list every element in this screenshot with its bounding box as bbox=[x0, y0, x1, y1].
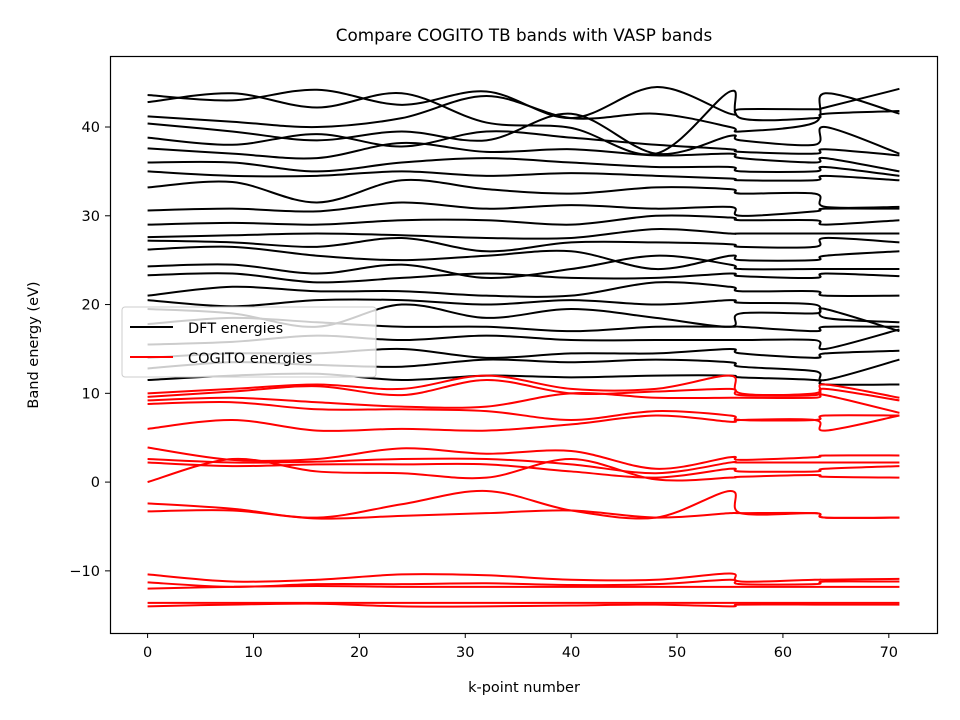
dft-band-line-15 bbox=[147, 272, 900, 284]
dft-band-line-11 bbox=[147, 228, 900, 240]
x-tick-label: 70 bbox=[880, 645, 898, 661]
cogito-band-line-7 bbox=[147, 461, 900, 479]
x-tick-label: 20 bbox=[350, 645, 368, 661]
chart-title: Compare COGITO TB bands with VASP bands bbox=[336, 25, 712, 45]
y-tick-label: 0 bbox=[91, 475, 100, 491]
dft-band-line-5 bbox=[147, 141, 900, 173]
cogito-band-line-12 bbox=[147, 578, 900, 588]
x-axis-label: k-point number bbox=[468, 680, 580, 696]
cogito-band-line-15 bbox=[147, 602, 900, 608]
cogito-band-line-8 bbox=[147, 457, 900, 484]
dft-band-line-2 bbox=[147, 92, 900, 133]
y-tick-label: 40 bbox=[82, 120, 100, 136]
x-tick-label: 40 bbox=[562, 645, 580, 661]
x-tick-label: 60 bbox=[774, 645, 792, 661]
dft-band-line-6 bbox=[147, 157, 900, 177]
y-tick-label: −10 bbox=[69, 564, 100, 580]
series-cogito bbox=[147, 374, 900, 608]
series-layer bbox=[147, 86, 900, 608]
y-axis: −10 0 10 20 30 40 bbox=[69, 120, 110, 580]
cogito-band-line-13 bbox=[147, 584, 900, 590]
cogito-band-line-6 bbox=[147, 457, 900, 475]
series-dft bbox=[147, 86, 900, 386]
dft-band-line-10 bbox=[147, 214, 900, 226]
cogito-band-line-11 bbox=[147, 572, 900, 583]
dft-band-line-17 bbox=[147, 298, 900, 324]
y-tick-label: 30 bbox=[82, 209, 100, 225]
x-tick-label: 10 bbox=[244, 645, 262, 661]
cogito-band-line-4 bbox=[147, 414, 900, 432]
cogito-band-line-10 bbox=[147, 509, 900, 520]
x-axis: 0 10 20 30 40 50 60 70 bbox=[143, 633, 898, 661]
cogito-band-line-2 bbox=[147, 392, 900, 414]
cogito-band-line-9 bbox=[147, 489, 900, 520]
dft-band-line-16 bbox=[147, 281, 900, 298]
cogito-band-line-0 bbox=[147, 374, 900, 399]
legend-label-cogito: COGITO energies bbox=[188, 351, 312, 367]
dft-band-line-0 bbox=[147, 86, 900, 120]
dft-band-line-4 bbox=[147, 130, 900, 157]
x-tick-label: 0 bbox=[143, 645, 152, 661]
legend-label-dft: DFT energies bbox=[188, 321, 283, 337]
y-axis-label: Band energy (eV) bbox=[26, 281, 42, 408]
dft-band-line-7 bbox=[147, 170, 900, 182]
y-tick-label: 10 bbox=[82, 386, 100, 402]
cogito-band-line-5 bbox=[147, 446, 900, 470]
x-tick-label: 50 bbox=[668, 645, 686, 661]
legend: DFT energies COGITO energies bbox=[121, 306, 377, 378]
dft-band-line-1 bbox=[147, 89, 900, 156]
dft-band-line-14 bbox=[147, 254, 900, 279]
x-tick-label: 30 bbox=[456, 645, 474, 661]
plot-area bbox=[109, 55, 939, 635]
dft-band-line-13 bbox=[147, 245, 900, 271]
dft-band-line-8 bbox=[147, 178, 900, 209]
cogito-band-line-3 bbox=[147, 401, 900, 422]
dft-band-line-3 bbox=[147, 112, 900, 156]
dft-band-line-9 bbox=[147, 201, 900, 217]
y-tick-label: 20 bbox=[82, 298, 100, 314]
legend-box bbox=[121, 306, 377, 378]
dft-band-line-12 bbox=[147, 236, 900, 253]
plot-frame bbox=[109, 55, 939, 635]
